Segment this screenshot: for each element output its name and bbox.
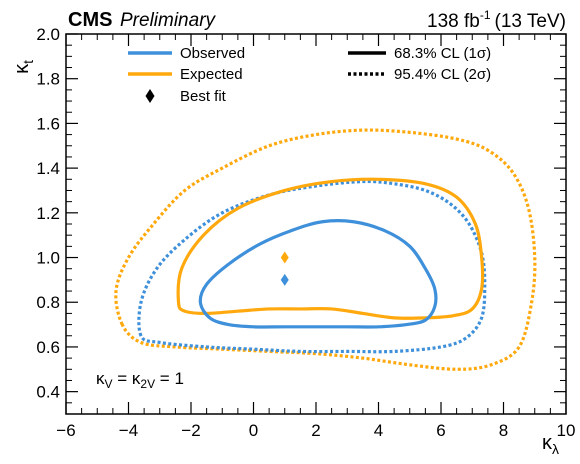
x-tick-label: −4 bbox=[119, 421, 138, 440]
energy-label: (13 TeV) bbox=[495, 11, 566, 32]
luminosity-value: 138 fb bbox=[427, 11, 480, 32]
y-tick-label: 0.8 bbox=[36, 293, 60, 312]
x-tick-label: −6 bbox=[56, 421, 75, 440]
best-fit-group bbox=[280, 251, 289, 286]
annotation-kappa-2v: κ bbox=[132, 369, 141, 388]
experiment-label: CMS bbox=[68, 9, 112, 31]
x-tick-label: −2 bbox=[181, 421, 200, 440]
y-tick-label: 1.2 bbox=[36, 204, 60, 223]
y-tick-label: 1.6 bbox=[36, 114, 60, 133]
luminosity-exponent: -1 bbox=[480, 8, 491, 22]
ticks-group: −6 −4 −2 0 2 4 6 8 10 0.4 0.6 0.8 1.0 1.2 1.4 1.6 1.8 2.0 bbox=[36, 25, 575, 440]
y-tick-label: 1.0 bbox=[36, 249, 60, 268]
y-tick-label: 0.6 bbox=[36, 338, 60, 357]
y-tick-label: 1.4 bbox=[36, 159, 60, 178]
x-tick-label: 0 bbox=[249, 421, 258, 440]
x-tick-label: 2 bbox=[311, 421, 320, 440]
observed-2sigma-contour bbox=[137, 179, 487, 354]
legend-expected-label: Expected bbox=[180, 66, 243, 83]
y-tick-label: 2.0 bbox=[36, 25, 60, 44]
expected-2sigma-contour bbox=[114, 128, 537, 371]
y-tick-label: 1.8 bbox=[36, 70, 60, 89]
y-axis-title-main: κ bbox=[11, 63, 33, 74]
expected-1sigma-contour bbox=[176, 177, 485, 320]
x-axis-title-sub: λ bbox=[552, 441, 559, 457]
annotation-sub-v: V bbox=[105, 377, 113, 391]
legend-best-fit-marker bbox=[145, 89, 155, 103]
legend-observed-label: Observed bbox=[180, 45, 245, 62]
legend-2sigma-label: 95.4% CL (2σ) bbox=[394, 66, 491, 83]
y-axis-title-sub: t bbox=[20, 60, 36, 64]
legend: Observed Expected Best fit 68.3% CL (1σ)… bbox=[128, 45, 491, 105]
x-tick-label: 6 bbox=[436, 421, 445, 440]
status-label: Preliminary bbox=[120, 10, 217, 31]
legend-1sigma-label: 68.3% CL (1σ) bbox=[394, 45, 491, 62]
luminosity-label: 138 fb-1 (13 TeV) bbox=[427, 8, 566, 32]
y-axis-title: κt bbox=[11, 60, 36, 74]
expected-best-fit-marker bbox=[280, 251, 289, 264]
x-tick-label: 4 bbox=[374, 421, 383, 440]
annotation-kappa-v: κ bbox=[96, 369, 105, 388]
legend-best-fit-label: Best fit bbox=[180, 88, 227, 105]
y-tick-label: 0.4 bbox=[36, 383, 60, 402]
kappa-annotation: κV = κ2V = 1 bbox=[96, 369, 184, 391]
x-axis-title-main: κ bbox=[542, 432, 553, 454]
x-tick-label: 8 bbox=[499, 421, 508, 440]
x-axis-title: κλ bbox=[542, 432, 559, 457]
x-tick-label: 10 bbox=[557, 421, 576, 440]
observed-best-fit-marker bbox=[280, 273, 289, 286]
contours-group bbox=[114, 128, 537, 371]
observed-1sigma-contour bbox=[198, 219, 438, 329]
annotation-eq-1: = bbox=[113, 369, 132, 388]
annotation-sub-2v: 2V bbox=[140, 377, 155, 391]
annotation-eq-2: = 1 bbox=[155, 369, 184, 388]
